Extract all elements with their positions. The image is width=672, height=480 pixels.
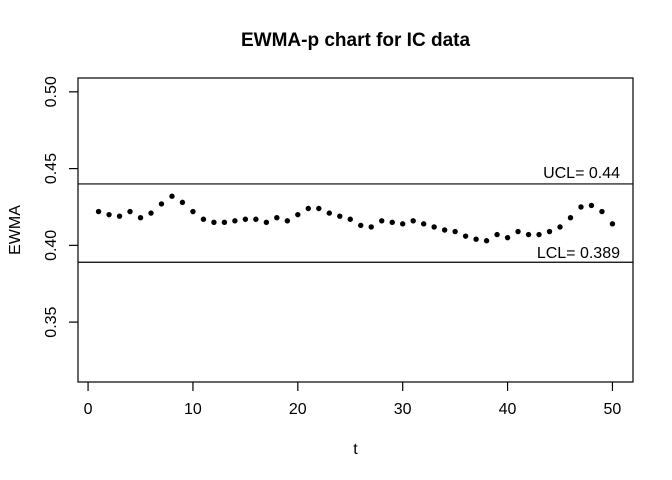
data-point	[389, 219, 395, 226]
y-tick-label: 0.50	[43, 76, 60, 107]
data-point	[116, 213, 123, 219]
data-point	[253, 216, 259, 222]
y-axis: 0.35 0.40 0.45 0.50	[43, 76, 78, 338]
x-tick-label: 10	[184, 401, 202, 418]
data-point	[567, 215, 574, 221]
data-point	[148, 210, 154, 216]
data-point	[305, 205, 312, 212]
data-point	[127, 208, 133, 215]
data-point	[295, 211, 301, 218]
data-point	[347, 216, 353, 222]
x-axis: 0 10 20 30 40 50	[84, 382, 622, 418]
data-point	[410, 218, 416, 224]
x-tick-label: 40	[499, 401, 517, 418]
x-tick-label: 50	[604, 401, 622, 418]
data-point	[557, 224, 563, 230]
plot-border	[77, 77, 634, 383]
data-point	[169, 193, 175, 199]
x-tick-label: 30	[394, 401, 412, 418]
data-points	[95, 193, 616, 244]
data-point	[158, 201, 165, 207]
data-point	[599, 208, 605, 215]
data-point	[95, 208, 102, 215]
data-point	[221, 219, 228, 226]
y-tick-label: 0.35	[43, 306, 60, 337]
data-point	[578, 204, 584, 210]
data-point	[441, 227, 448, 233]
data-point	[137, 215, 144, 221]
data-point	[452, 228, 458, 235]
data-point	[431, 224, 437, 230]
y-tick-label: 0.40	[43, 230, 60, 261]
data-point	[337, 213, 343, 219]
x-tick-label: 0	[84, 401, 93, 418]
data-point	[284, 218, 291, 224]
data-point	[316, 205, 322, 212]
data-point	[525, 231, 532, 238]
data-point	[263, 219, 270, 226]
data-point	[211, 219, 217, 226]
chart-title: EWMA-p chart for IC data	[241, 30, 470, 51]
data-point	[200, 216, 207, 222]
data-point	[588, 202, 595, 209]
data-point	[462, 233, 469, 239]
data-point	[242, 216, 249, 222]
data-point	[358, 222, 364, 229]
data-point	[232, 218, 238, 224]
x-axis-title: t	[353, 441, 358, 458]
data-point	[106, 211, 112, 218]
data-point	[515, 228, 521, 235]
data-point	[368, 224, 374, 230]
data-point	[494, 231, 500, 238]
data-point	[399, 221, 406, 227]
data-point	[179, 199, 186, 206]
data-point	[483, 238, 490, 244]
x-tick-label: 20	[289, 401, 307, 418]
y-axis-title: EWMA	[7, 205, 24, 255]
data-point	[536, 231, 542, 238]
data-point	[326, 210, 332, 216]
data-point	[504, 234, 511, 241]
lcl-label: LCL= 0.389	[537, 245, 620, 262]
data-point	[190, 208, 196, 215]
data-point	[379, 218, 385, 224]
data-point	[274, 215, 280, 221]
data-point	[473, 236, 479, 242]
data-point	[420, 221, 427, 227]
data-point	[546, 228, 553, 235]
data-point	[609, 221, 616, 227]
y-tick-label: 0.45	[43, 153, 60, 184]
ucl-label: UCL= 0.44	[543, 165, 620, 182]
